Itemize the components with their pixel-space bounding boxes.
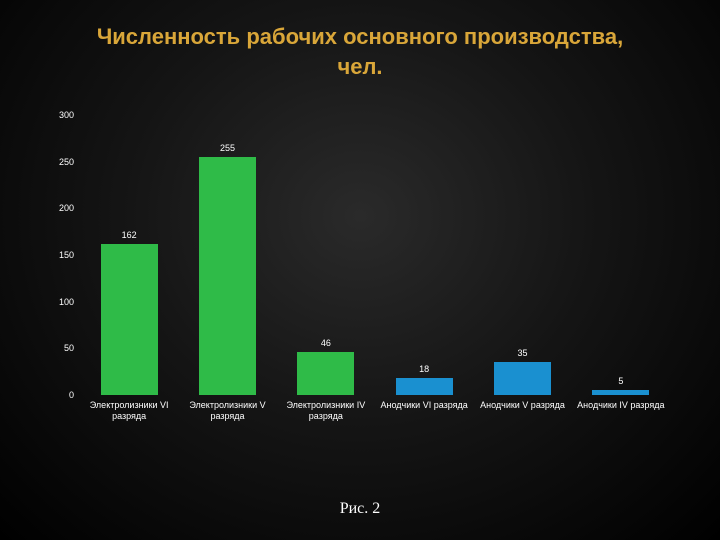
bar-rect: 18	[396, 378, 453, 395]
bar-rect: 255	[199, 157, 256, 395]
bar-rect: 5	[592, 390, 649, 395]
y-tick-label: 0	[40, 390, 74, 400]
bar: 162	[101, 115, 158, 395]
bar: 35	[494, 115, 551, 395]
figure-caption: Рис. 2	[0, 500, 720, 518]
bar-value-label: 18	[419, 364, 429, 374]
bar-rect: 35	[494, 362, 551, 395]
bar-rect: 162	[101, 244, 158, 395]
slide: Численность рабочих основного производст…	[0, 0, 720, 540]
bar-value-label: 162	[122, 230, 137, 240]
slide-title: Численность рабочих основного производст…	[0, 0, 720, 81]
bar-value-label: 255	[220, 143, 235, 153]
y-tick-label: 250	[40, 157, 74, 167]
category-label: Электролизники Vразряда	[180, 400, 275, 422]
category-label: Анодчики VI разряда	[377, 400, 472, 411]
y-tick-label: 300	[40, 110, 74, 120]
y-tick-label: 150	[40, 250, 74, 260]
category-label: Электролизники VIразряда	[82, 400, 177, 422]
category-label: Анодчики V разряда	[475, 400, 570, 411]
category-label: Анодчики IV разряда	[573, 400, 668, 411]
bar: 18	[396, 115, 453, 395]
title-line-2: чел.	[337, 54, 382, 79]
bar-rect: 46	[297, 352, 354, 395]
bar-value-label: 46	[321, 338, 331, 348]
bar: 46	[297, 115, 354, 395]
bar-value-label: 5	[618, 376, 623, 386]
bar: 255	[199, 115, 256, 395]
y-tick-label: 50	[40, 343, 74, 353]
plot-area: 162 255 46 18 35 5	[80, 115, 670, 395]
category-label: Электролизники IVразряда	[278, 400, 373, 422]
y-tick-label: 200	[40, 203, 74, 213]
bar: 5	[592, 115, 649, 395]
title-line-1: Численность рабочих основного производст…	[97, 24, 623, 49]
bar-value-label: 35	[517, 348, 527, 358]
y-tick-label: 100	[40, 297, 74, 307]
bar-chart: 162 255 46 18 35 5 0 50 100 150 200 250 300 Электрол…	[40, 105, 680, 465]
